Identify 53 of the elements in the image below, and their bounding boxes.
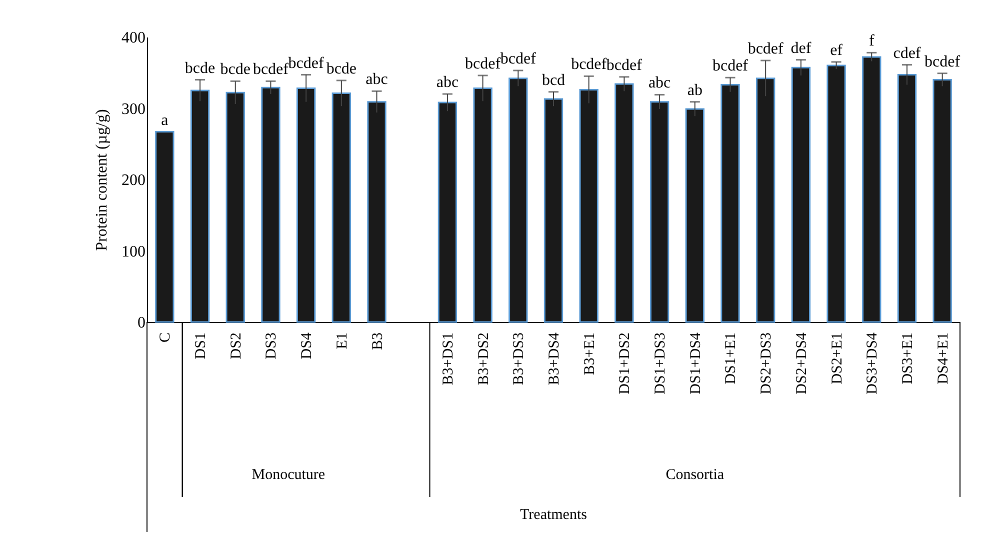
x-tick-label: DS1+DS3	[652, 332, 669, 394]
x-tick-label: C	[158, 332, 174, 343]
x-tick-label: DS1+DS4	[688, 332, 704, 394]
data-label: bcde	[326, 60, 357, 78]
x-tick-label: B3+E1	[582, 332, 598, 376]
data-label: bcdef	[712, 58, 749, 75]
x-tick-label: B3+DS2	[476, 332, 492, 386]
data-label: bcdef	[500, 50, 537, 68]
x-tick-label: DS4+E1	[935, 332, 952, 384]
y-axis-title: Protein content (µg/g)	[94, 109, 110, 251]
x-tick-label: DS3	[264, 332, 280, 360]
data-label: abc	[436, 74, 459, 91]
text: Treatments	[520, 507, 588, 523]
data-label: bcdef	[252, 61, 290, 78]
text: Monocuture	[252, 467, 326, 483]
data-label: f	[868, 32, 875, 50]
y-tick-label: 400	[122, 30, 146, 46]
data-label: abc	[366, 71, 388, 88]
y-tick-label: 300	[122, 100, 146, 118]
x-tick-label: DS1+DS2	[617, 332, 634, 394]
data-label: ef	[830, 42, 844, 59]
data-label: def	[790, 40, 812, 57]
x-tick-label: B3+DS1	[440, 332, 456, 386]
data-label: bcdef	[748, 40, 784, 58]
x-tick-label: DS1	[193, 332, 210, 360]
x-tick-label: DS2	[228, 332, 244, 360]
data-label: bcdef	[924, 53, 961, 70]
x-tick-label: E1	[334, 332, 350, 350]
data-label: bcde	[220, 61, 250, 78]
y-tick-label: 200	[122, 172, 146, 189]
y-tick-label: 100	[122, 243, 146, 260]
data-label: bcdef	[606, 56, 643, 74]
data-label: ab	[687, 82, 702, 99]
x-tick-label: DS3+DS4	[864, 332, 881, 394]
data-label: bcdef	[288, 54, 325, 72]
x-tick-label: B3+DS3	[511, 332, 528, 386]
data-label: cdef	[893, 44, 922, 62]
text: Consortia	[666, 467, 724, 483]
data-label: bcdef	[571, 56, 608, 74]
y-tick-label: 0	[138, 314, 146, 332]
x-tick-label: DS3+E1	[900, 332, 916, 384]
data-label: abc	[648, 74, 671, 92]
data-label: bcd	[542, 72, 566, 89]
x-tick-label: DS2+DS3	[758, 332, 775, 394]
x-tick-label: B3	[370, 332, 386, 350]
x-tick-label: DS2+E1	[829, 332, 846, 384]
data-label: bcdef	[465, 55, 502, 72]
data-label: a	[161, 112, 168, 129]
x-tick-label: DS4	[299, 332, 316, 360]
x-tick-label: B3+DS4	[546, 332, 562, 386]
x-tick-label: DS1+E1	[723, 332, 740, 384]
x-tick-label: DS2+DS4	[794, 332, 810, 394]
data-label: bcde	[184, 60, 216, 77]
